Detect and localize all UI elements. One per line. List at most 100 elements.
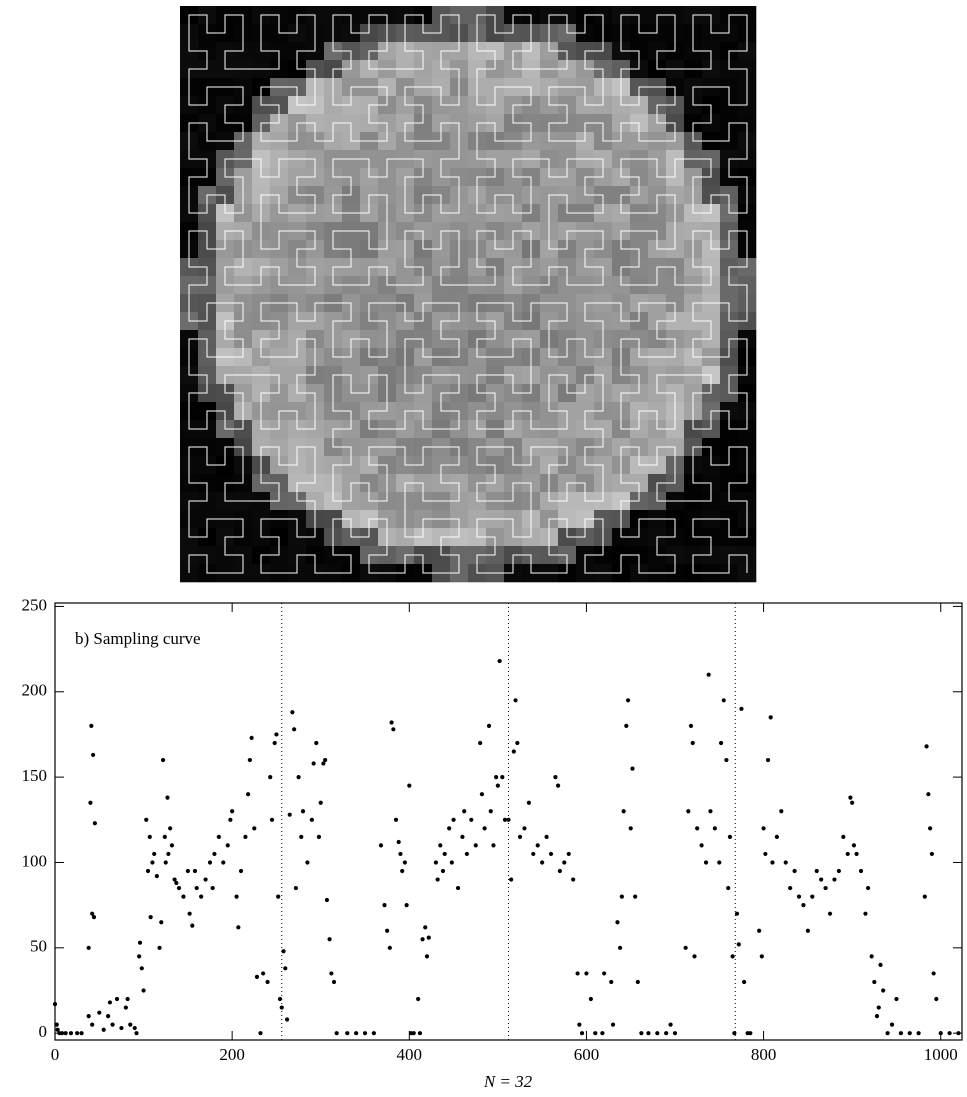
point	[493, 775, 499, 780]
point	[479, 792, 485, 797]
point	[926, 792, 931, 797]
point	[292, 727, 297, 732]
point	[192, 868, 198, 874]
point	[600, 1031, 605, 1036]
point	[692, 954, 697, 959]
point	[187, 911, 192, 916]
point	[185, 868, 190, 874]
point	[316, 834, 322, 839]
point	[433, 860, 438, 865]
y-tick-label: 250	[22, 595, 48, 614]
x-tick-label: 0	[51, 1045, 60, 1064]
y-tick-label: 100	[22, 851, 48, 870]
point	[110, 1022, 115, 1027]
point	[440, 868, 446, 874]
point	[625, 698, 631, 703]
point	[876, 1005, 881, 1010]
point	[557, 868, 562, 874]
point	[495, 783, 500, 788]
point	[717, 860, 722, 865]
point	[732, 1031, 737, 1036]
point	[159, 920, 164, 925]
point	[90, 1022, 95, 1027]
point	[258, 1031, 263, 1036]
point	[254, 974, 260, 979]
point	[404, 903, 409, 908]
point	[619, 894, 624, 899]
point	[635, 979, 640, 985]
point	[296, 775, 301, 780]
point	[90, 752, 96, 758]
point	[293, 885, 299, 891]
point	[88, 800, 93, 805]
point	[947, 1031, 952, 1036]
point	[628, 826, 633, 831]
point	[500, 775, 505, 780]
point	[706, 672, 711, 677]
point	[874, 1014, 880, 1019]
point	[854, 851, 859, 857]
point	[783, 860, 788, 865]
x-tick-label: 800	[751, 1045, 777, 1064]
point	[299, 834, 304, 839]
point	[757, 928, 762, 933]
point	[305, 860, 310, 865]
point	[788, 885, 793, 891]
point	[420, 937, 425, 942]
point	[128, 1022, 133, 1027]
point	[147, 834, 152, 839]
point	[810, 894, 815, 899]
point	[327, 937, 332, 942]
point	[163, 860, 168, 865]
y-tick-label: 50	[30, 937, 47, 956]
point	[407, 783, 412, 788]
point	[478, 740, 483, 746]
point	[247, 757, 252, 763]
point	[779, 809, 784, 814]
point	[238, 868, 244, 874]
point	[424, 954, 430, 959]
point	[137, 954, 142, 959]
point	[203, 877, 208, 882]
point	[602, 971, 607, 976]
point	[774, 834, 779, 839]
point	[52, 1002, 58, 1007]
point	[402, 860, 407, 865]
point	[633, 894, 638, 899]
point	[318, 800, 323, 805]
point	[181, 894, 186, 899]
point	[916, 1031, 921, 1036]
point	[863, 911, 868, 916]
point	[290, 710, 295, 715]
point	[68, 1031, 74, 1036]
x-tick-label: 1000	[924, 1045, 958, 1064]
point	[148, 914, 153, 920]
point	[139, 966, 144, 971]
point	[739, 706, 744, 711]
point	[630, 766, 635, 771]
point	[763, 851, 768, 857]
point	[396, 839, 401, 845]
point	[321, 761, 326, 766]
point	[878, 962, 883, 967]
point	[199, 894, 204, 899]
point	[125, 996, 130, 1002]
point	[515, 740, 520, 746]
point	[460, 834, 465, 839]
point	[615, 920, 620, 925]
point	[92, 821, 97, 826]
point	[792, 868, 797, 874]
point	[869, 954, 874, 959]
point	[435, 877, 440, 882]
point	[938, 1031, 943, 1036]
point	[63, 1031, 68, 1036]
point	[228, 817, 233, 822]
point	[690, 740, 695, 746]
point	[168, 826, 173, 831]
point	[309, 817, 314, 822]
point	[801, 903, 806, 908]
point	[269, 817, 275, 822]
point	[97, 1010, 102, 1015]
point	[234, 894, 239, 899]
point	[703, 860, 709, 865]
